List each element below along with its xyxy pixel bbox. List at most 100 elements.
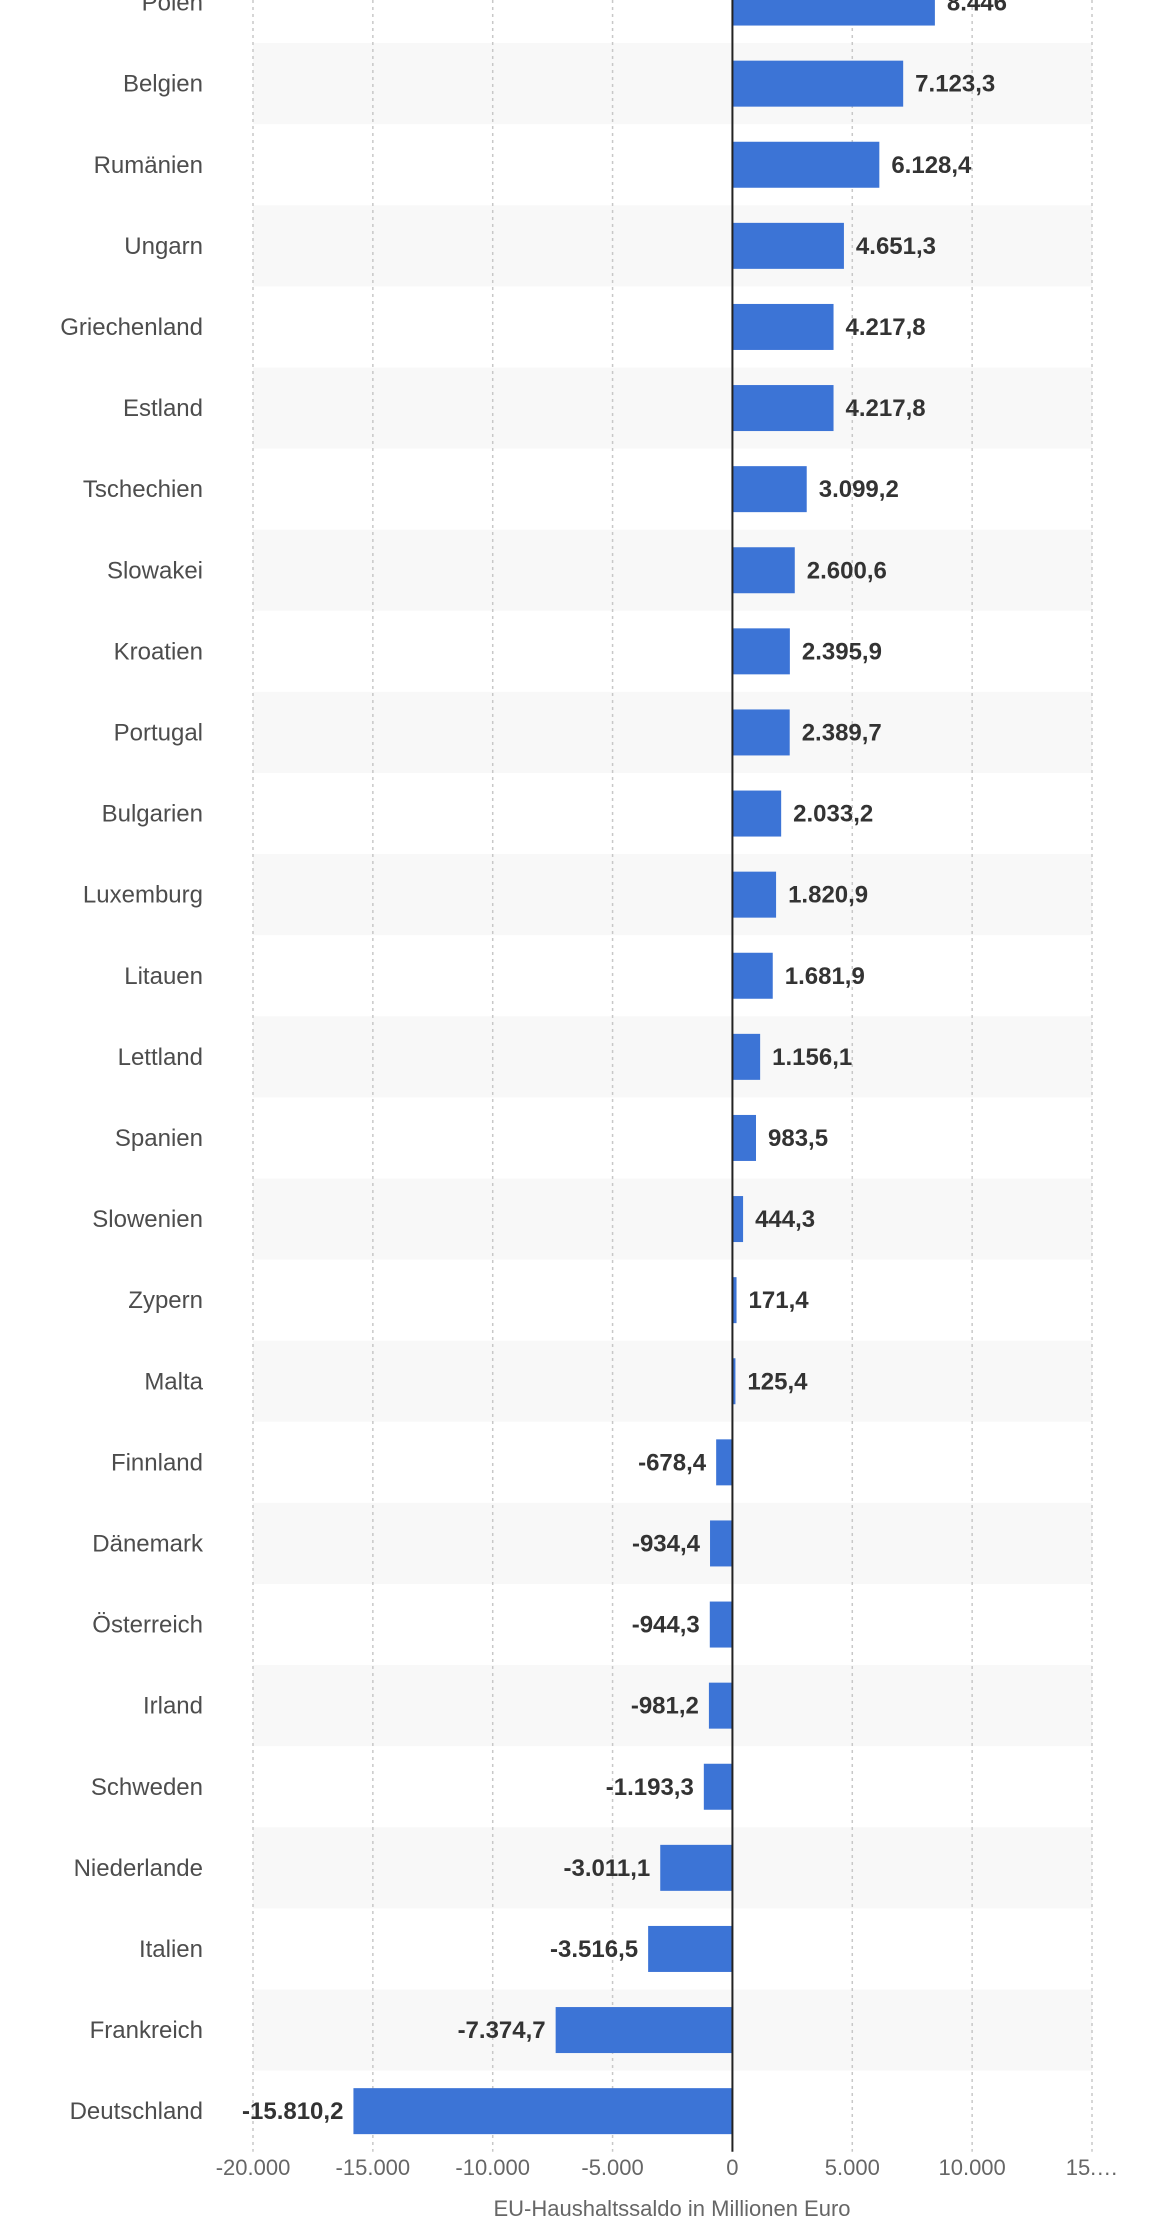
row-stripe xyxy=(253,1340,1092,1422)
category-labels: Polen Belgien Rumänien Ungarn Griechenland Es… xyxy=(60,0,204,2125)
category-label: Frankreich xyxy=(90,2017,203,2044)
category-label: Kroatien xyxy=(114,638,203,665)
value-label: 171,4 xyxy=(749,1287,810,1314)
bar xyxy=(732,1277,737,1324)
row-stripe xyxy=(253,1665,1092,1747)
x-axis-title: EU-Haushaltssaldo in Millionen Euro xyxy=(493,2196,850,2221)
value-label: 983,5 xyxy=(768,1125,828,1152)
value-label: 4.651,3 xyxy=(856,233,936,260)
x-tick-label: 10.000 xyxy=(938,2155,1005,2180)
value-label: 2.389,7 xyxy=(802,719,882,746)
bar xyxy=(732,952,773,999)
bar xyxy=(732,222,844,269)
value-label: 6.128,4 xyxy=(891,152,972,179)
bar xyxy=(732,547,795,594)
value-label: -3.516,5 xyxy=(550,1936,638,1963)
category-label: Malta xyxy=(144,1368,203,1395)
x-tick-labels: -20.000 -15.000 -10.000 -5.000 0 5.000 10.000 1… xyxy=(216,2155,1119,2180)
value-label: -3.011,1 xyxy=(563,1855,650,1882)
value-label: 2.033,2 xyxy=(793,801,873,828)
value-label: -1.193,3 xyxy=(606,1774,694,1801)
category-label: Italien xyxy=(139,1936,203,1963)
category-label: Irland xyxy=(143,1693,203,1720)
bar xyxy=(732,385,834,432)
row-stripe xyxy=(253,1016,1092,1098)
row-stripe xyxy=(253,43,1092,125)
value-label: 7.123,3 xyxy=(915,71,995,98)
category-label: Tschechien xyxy=(83,476,203,503)
bar xyxy=(716,1439,733,1486)
category-label: Litauen xyxy=(124,963,203,990)
category-label: Griechenland xyxy=(60,314,203,341)
category-label: Bulgarien xyxy=(102,801,203,828)
bar xyxy=(660,1844,733,1891)
category-label: Ungarn xyxy=(124,233,203,260)
category-label: Portugal xyxy=(114,719,203,746)
value-label: 1.820,9 xyxy=(788,882,868,909)
category-label: Lettland xyxy=(118,1044,203,1071)
bar xyxy=(732,790,782,837)
category-label: Slowenien xyxy=(92,1206,203,1233)
category-label: Niederlande xyxy=(74,1855,203,1882)
value-label: -678,4 xyxy=(638,1449,707,1476)
category-label: Polen xyxy=(142,0,203,17)
grid-lines xyxy=(252,0,1093,2152)
bar xyxy=(710,1520,733,1567)
x-tick-label: 0 xyxy=(726,2155,738,2180)
category-label: Dänemark xyxy=(92,1530,204,1557)
category-label: Schweden xyxy=(91,1774,203,1801)
bar xyxy=(732,466,807,513)
row-stripe xyxy=(253,367,1092,449)
value-label: 2.600,6 xyxy=(807,557,887,584)
value-labels: 8.446 7.123,3 6.128,4 4.651,3 4.217,8 4.217,8… xyxy=(242,0,1007,2125)
bar xyxy=(708,1682,733,1729)
bar xyxy=(648,1925,733,1972)
category-label: Rumänien xyxy=(94,152,203,179)
value-label: 1.681,9 xyxy=(785,963,865,990)
value-label: 2.395,9 xyxy=(802,638,882,665)
bar xyxy=(732,60,904,107)
bar xyxy=(732,141,880,188)
x-tick-label: -5.000 xyxy=(581,2155,643,2180)
category-label: Spanien xyxy=(115,1125,203,1152)
x-tick-label: -10.000 xyxy=(455,2155,530,2180)
category-label: Österreich xyxy=(92,1612,203,1639)
bar xyxy=(732,1196,744,1243)
category-label: Zypern xyxy=(128,1287,203,1314)
category-label: Deutschland xyxy=(70,2098,203,2125)
category-label: Luxemburg xyxy=(83,882,203,909)
bar xyxy=(732,1033,761,1080)
x-tick-label: 5.000 xyxy=(825,2155,880,2180)
bar xyxy=(732,628,790,675)
x-tick-label: -15.000 xyxy=(336,2155,411,2180)
x-tick-label: -20.000 xyxy=(216,2155,291,2180)
bars xyxy=(353,0,935,2135)
bar xyxy=(709,1601,733,1648)
bar xyxy=(555,2007,733,2054)
value-label: -944,3 xyxy=(632,1612,700,1639)
category-label: Belgien xyxy=(123,71,203,98)
value-label: 4.217,8 xyxy=(846,395,926,422)
bar xyxy=(732,303,834,350)
bar xyxy=(732,1114,757,1161)
category-label: Slowakei xyxy=(107,557,203,584)
bar xyxy=(703,1763,733,1810)
x-tick-label: 15.… xyxy=(1066,2155,1119,2180)
category-label: Finnland xyxy=(111,1449,203,1476)
value-label: -934,4 xyxy=(632,1530,701,1557)
row-stripe xyxy=(253,854,1092,936)
bar xyxy=(732,0,935,26)
bar xyxy=(353,2088,733,2135)
row-stripe xyxy=(253,691,1092,773)
value-label: -15.810,2 xyxy=(242,2098,343,2125)
row-stripe xyxy=(253,529,1092,611)
bar xyxy=(732,871,777,918)
value-label: -981,2 xyxy=(631,1693,699,1720)
value-label: 125,4 xyxy=(747,1368,808,1395)
value-label: 3.099,2 xyxy=(819,476,899,503)
value-label: -7.374,7 xyxy=(458,2017,546,2044)
value-label: 444,3 xyxy=(755,1206,815,1233)
row-stripe xyxy=(253,205,1092,287)
